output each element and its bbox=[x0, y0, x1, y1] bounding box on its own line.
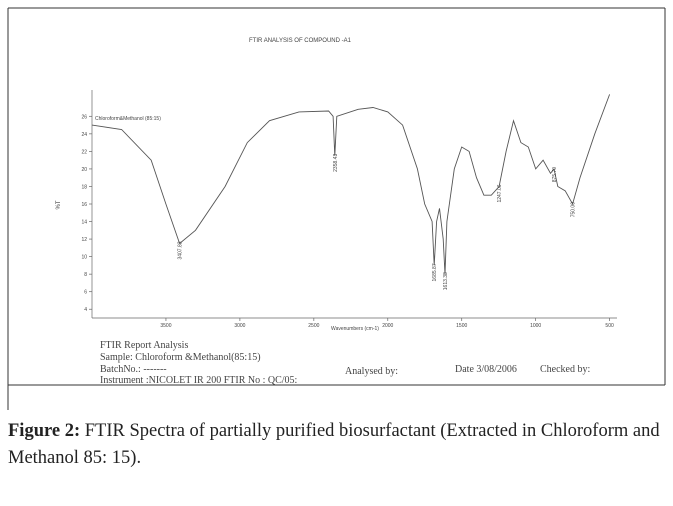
figure: FTIR ANALYSIS OF COMPOUND -A1 Chloroform… bbox=[7, 7, 666, 410]
y-tick-label: 20 bbox=[81, 167, 87, 173]
x-tick-label: 2500 bbox=[308, 323, 319, 329]
x-tick-label: 2000 bbox=[382, 323, 393, 329]
y-tick-label: 26 bbox=[81, 114, 87, 120]
peak-label: 1613.38 bbox=[443, 272, 449, 290]
y-tick-label: 14 bbox=[81, 220, 87, 226]
peak-label: 750.00 bbox=[571, 202, 577, 218]
report-batch: BatchNo.: ------- bbox=[100, 364, 167, 375]
x-tick-label: 500 bbox=[605, 323, 614, 329]
y-tick-label: 24 bbox=[81, 132, 87, 138]
peak-label: 2358.43 bbox=[333, 154, 339, 172]
peak-label: 1685.87 bbox=[432, 263, 438, 281]
y-label: %T bbox=[56, 200, 62, 209]
y-tick-label: 16 bbox=[81, 202, 87, 208]
peak-label: 3407.83 bbox=[178, 241, 184, 259]
legend: Chloroform&Methanol (85:15) bbox=[95, 116, 161, 122]
x-tick-label: 3000 bbox=[234, 323, 245, 329]
x-label: Wavenumbers (cm-1) bbox=[331, 326, 379, 332]
peak-label: 875.70 bbox=[552, 167, 558, 183]
chart-title: FTIR ANALYSIS OF COMPOUND -A1 bbox=[249, 38, 352, 44]
y-tick-label: 22 bbox=[81, 149, 87, 155]
caption-text: FTIR Spectra of partially purified biosu… bbox=[8, 421, 660, 468]
y-tick-label: 8 bbox=[84, 272, 87, 278]
report-instrument: Instrument :NICOLET IR 200 FTIR No : QC/… bbox=[100, 375, 297, 386]
report-date: Date 3/08/2006 bbox=[455, 364, 517, 375]
peak-label: 1247.06 bbox=[497, 184, 503, 202]
report-analysed: Analysed by: bbox=[345, 366, 398, 377]
report-heading: FTIR Report Analysis bbox=[100, 340, 188, 351]
report-sample: Sample: Chloroform &Methanol(85:15) bbox=[100, 352, 261, 363]
y-tick-label: 10 bbox=[81, 255, 87, 261]
x-tick-label: 1000 bbox=[530, 323, 541, 329]
spectrum-line bbox=[91, 94, 611, 275]
caption: Figure 2: FTIR Spectra of partially puri… bbox=[8, 418, 668, 472]
report-checked: Checked by: bbox=[540, 364, 590, 375]
caption-label: Figure 2: bbox=[8, 421, 81, 441]
y-tick-label: 18 bbox=[81, 184, 87, 190]
y-tick-label: 6 bbox=[84, 290, 87, 296]
y-tick-label: 4 bbox=[84, 307, 87, 313]
x-tick-label: 3500 bbox=[160, 323, 171, 329]
y-tick-label: 12 bbox=[81, 237, 87, 243]
x-tick-label: 1500 bbox=[456, 323, 467, 329]
